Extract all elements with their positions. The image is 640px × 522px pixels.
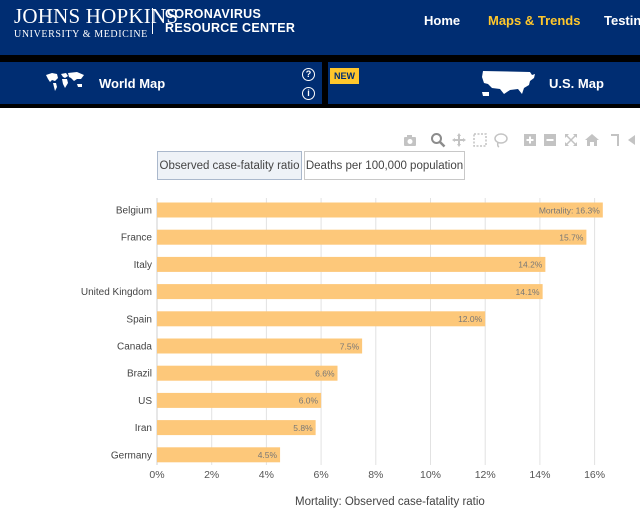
- resource-center-line1: CORONAVIRUS: [165, 7, 262, 21]
- new-badge: NEW: [330, 68, 359, 84]
- box-select-icon[interactable]: [472, 132, 488, 148]
- y-category-label: Belgium: [116, 206, 152, 217]
- hover-closest-icon[interactable]: [626, 132, 640, 148]
- bar-value-label: 5.8%: [293, 423, 313, 433]
- mapbar-bottom-border: [0, 104, 640, 108]
- home-icon[interactable]: [584, 132, 600, 148]
- x-tick-label: 2%: [204, 469, 219, 481]
- bar-value-label: 6.0%: [299, 396, 319, 406]
- mapbar-separator: [322, 62, 328, 104]
- bar: [157, 202, 603, 218]
- jhu-logo[interactable]: JOHNS HOPKINS UNIVERSITY & MEDICINE: [14, 4, 178, 41]
- mortality-bar-chart: 0% 2% 4% 6% 8% 10% 12% 14% 16% Belgium Mortality: …: [81, 198, 605, 481]
- x-tick-label: 8%: [368, 469, 383, 481]
- x-tick-label: 16%: [584, 469, 605, 481]
- bar: [157, 338, 363, 354]
- zoom-out-icon[interactable]: [542, 132, 558, 148]
- y-category-label: Spain: [126, 314, 152, 325]
- world-map-tab[interactable]: World Map ? i: [0, 62, 322, 104]
- bar-value-label: 14.2%: [518, 260, 543, 270]
- us-map-icon: [482, 71, 535, 96]
- pan-icon[interactable]: [451, 132, 467, 148]
- nav-home[interactable]: Home: [424, 13, 461, 28]
- lasso-icon[interactable]: [493, 132, 509, 148]
- deaths-per-100k-toggle-button[interactable]: Deaths per 100,000 population: [304, 151, 465, 180]
- world-map-label: World Map: [99, 76, 166, 91]
- info-icon[interactable]: i: [302, 87, 315, 100]
- autoscale-icon[interactable]: [563, 132, 579, 148]
- help-icon[interactable]: ?: [302, 68, 315, 81]
- nav-testing[interactable]: Testin: [604, 13, 640, 28]
- y-category-label: Brazil: [127, 369, 152, 380]
- bar: [157, 447, 281, 463]
- bar-value-label: Mortality: 16.3%: [539, 205, 600, 215]
- y-category-label: Germany: [111, 450, 152, 461]
- x-tick-label: 12%: [475, 469, 496, 481]
- y-category-label: United Kingdom: [81, 287, 152, 298]
- resource-center-title[interactable]: CORONAVIRUS RESOURCE CENTER: [165, 7, 295, 35]
- cfr-toggle-button[interactable]: Observed case-fatality ratio: [157, 151, 302, 180]
- bar-value-label: 7.5%: [340, 341, 360, 351]
- bar-value-label: 4.5%: [258, 450, 278, 460]
- bar: [157, 311, 486, 327]
- world-map-icon: [46, 72, 84, 91]
- y-category-label: Canada: [117, 342, 152, 353]
- bar: [157, 256, 546, 272]
- x-tick-label: 0%: [149, 469, 164, 481]
- bar: [157, 420, 316, 436]
- y-category-label: US: [138, 396, 152, 407]
- top-header: JOHNS HOPKINS UNIVERSITY & MEDICINE CORO…: [0, 0, 640, 55]
- y-category-label: France: [121, 233, 153, 244]
- x-tick-label: 6%: [314, 469, 329, 481]
- y-category-label: Iran: [135, 423, 152, 434]
- mapbar-top-border: [0, 55, 640, 62]
- x-tick-label: 10%: [420, 469, 441, 481]
- us-map-label: U.S. Map: [549, 76, 604, 91]
- bar-value-label: 6.6%: [315, 369, 335, 379]
- zoom-in-icon[interactable]: [522, 132, 538, 148]
- x-axis-title: Mortality: Observed case-fatality ratio: [295, 496, 485, 508]
- bar: [157, 229, 587, 245]
- logo-divider: [152, 8, 153, 34]
- us-map-tab[interactable]: U.S. Map: [328, 62, 640, 104]
- nav-maps-trends[interactable]: Maps & Trends: [488, 13, 581, 28]
- bar-value-label: 14.1%: [516, 287, 541, 297]
- bar-value-label: 12.0%: [458, 314, 483, 324]
- zoom-icon[interactable]: [430, 132, 446, 148]
- resource-center-line2: RESOURCE CENTER: [165, 21, 296, 35]
- logo-name: JOHNS HOPKINS: [14, 4, 179, 28]
- logo-subtitle: UNIVERSITY & MEDICINE: [14, 29, 148, 40]
- bar: [157, 365, 338, 381]
- bar-value-label: 15.7%: [559, 233, 584, 243]
- camera-icon[interactable]: [402, 132, 418, 148]
- y-category-label: Italy: [134, 260, 152, 271]
- spike-lines-icon[interactable]: [607, 132, 623, 148]
- x-tick-label: 14%: [529, 469, 550, 481]
- bar: [157, 392, 322, 408]
- x-tick-label: 4%: [259, 469, 274, 481]
- bar: [157, 284, 543, 300]
